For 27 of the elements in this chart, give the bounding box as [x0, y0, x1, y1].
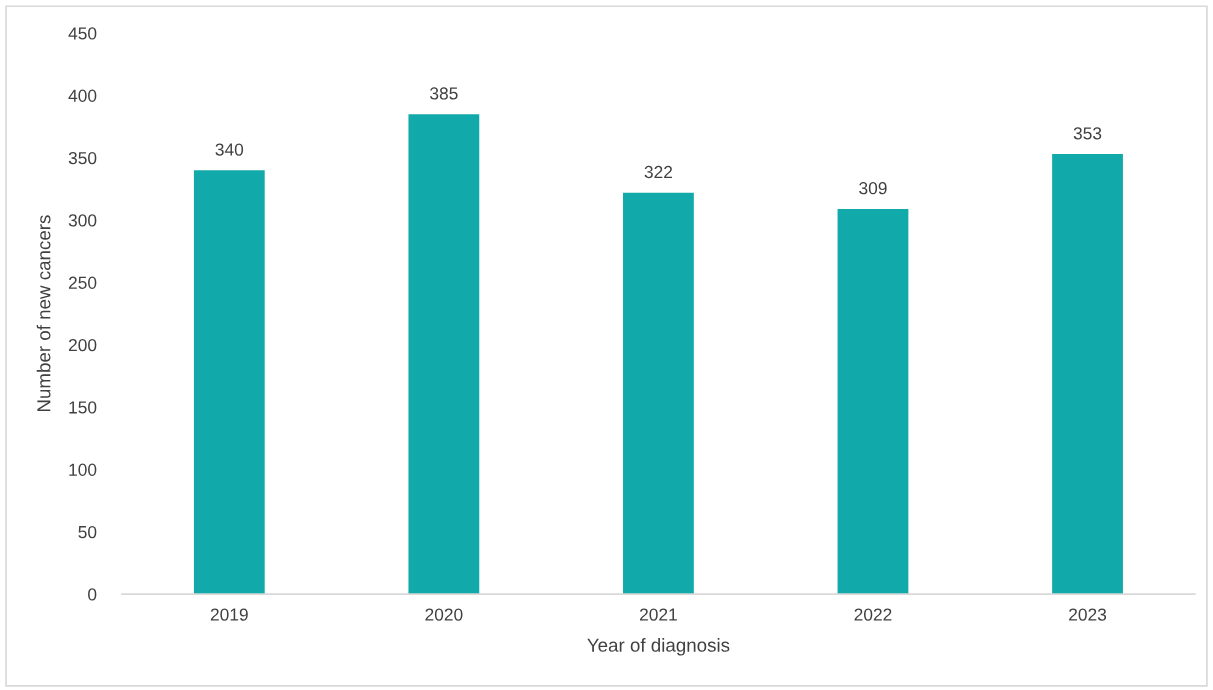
bar — [1052, 154, 1123, 595]
x-tick-label: 2020 — [425, 608, 463, 621]
data-label: 385 — [430, 87, 458, 100]
x-axis-title: Year of diagnosis — [587, 638, 730, 656]
bar — [193, 170, 265, 595]
y-axis-title: Number of new cancers — [36, 215, 51, 412]
y-tick-label: 250 — [68, 276, 97, 289]
x-tick-label: 2022 — [854, 608, 892, 621]
data-label: 322 — [644, 165, 673, 179]
x-tick-label: 2019 — [210, 608, 248, 621]
y-tick-label: 450 — [68, 27, 97, 40]
bar — [623, 192, 694, 595]
data-label: 340 — [215, 143, 244, 156]
data-label: 353 — [1073, 127, 1102, 140]
y-tick-label: 50 — [78, 525, 97, 539]
bar — [837, 208, 909, 595]
y-tick-label: 300 — [68, 214, 97, 227]
bar — [408, 114, 480, 595]
y-tick-label: 200 — [68, 338, 97, 352]
data-label: 309 — [859, 182, 887, 195]
x-tick-label: 2021 — [639, 608, 677, 621]
y-tick-label: 350 — [68, 151, 97, 165]
x-tick-label: 2023 — [1069, 608, 1107, 621]
y-tick-label: 150 — [69, 401, 97, 414]
y-tick-label: 100 — [69, 463, 97, 476]
y-tick-label: 0 — [88, 588, 97, 601]
y-tick-label: 400 — [68, 89, 97, 102]
